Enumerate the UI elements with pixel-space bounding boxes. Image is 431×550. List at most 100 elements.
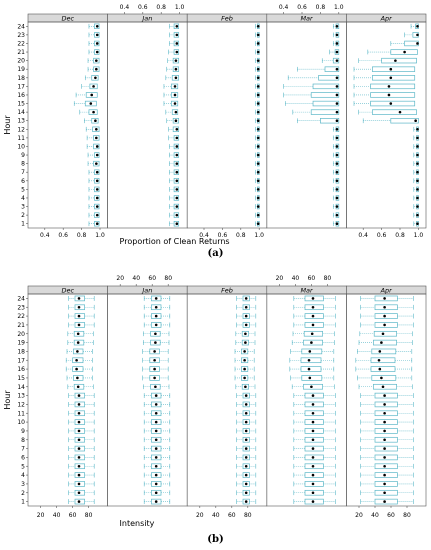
median-dot [76, 341, 80, 344]
box-apr-h21 [374, 322, 398, 328]
box-apr-h22 [374, 313, 398, 319]
median-dot [335, 205, 339, 208]
panel-frame [346, 293, 427, 507]
median-dot [154, 341, 157, 344]
median-dot [378, 367, 382, 371]
median-dot [383, 500, 386, 503]
median-dot [95, 145, 99, 148]
y-tick-label: 2 [21, 212, 25, 219]
x-tick-label: 20 [196, 512, 204, 519]
median-dot [335, 24, 339, 28]
median-dot [95, 213, 99, 217]
median-dot [175, 162, 179, 165]
x-tick-label: 1.0 [334, 4, 344, 11]
median-dot [307, 367, 311, 371]
median-dot [256, 136, 260, 140]
panel-frame [107, 293, 188, 507]
median-dot [256, 102, 260, 105]
median-dot [154, 323, 158, 327]
x-tick-label: 20 [116, 275, 124, 282]
box-apr-h15 [371, 375, 397, 381]
median-dot [310, 385, 313, 389]
median-dot [311, 438, 315, 442]
median-dot [380, 341, 383, 344]
median-dot [175, 179, 179, 183]
x-tick-label: 0.6 [297, 4, 307, 11]
y-tick-label: 24 [17, 23, 25, 30]
x-tick-label: 60 [308, 275, 316, 282]
y-tick-label: 9 [21, 428, 25, 435]
median-dot [416, 145, 419, 148]
median-dot [77, 491, 81, 495]
median-dot [311, 420, 315, 424]
median-dot [256, 67, 260, 71]
median-dot [77, 305, 81, 309]
y-tick-label: 21 [17, 322, 25, 329]
median-dot [256, 179, 260, 183]
median-dot [335, 213, 339, 217]
x-tick-label: 60 [69, 512, 77, 519]
median-dot [244, 332, 247, 336]
box-mar-h19 [303, 339, 323, 346]
median-dot [311, 411, 315, 415]
median-dot [383, 394, 386, 397]
median-dot [244, 305, 248, 309]
box-apr-h20 [373, 330, 397, 337]
x-tick-label: 0.4 [40, 232, 50, 239]
box-apr-h14 [372, 109, 417, 115]
median-dot [77, 394, 81, 397]
y-tick-label: 23 [17, 32, 25, 39]
median-dot [383, 305, 386, 309]
median-dot [244, 482, 248, 486]
median-dot [154, 473, 158, 477]
median-dot [256, 170, 260, 174]
median-dot [244, 438, 248, 442]
strip-label: Jan [140, 287, 152, 295]
median-dot [377, 358, 381, 362]
y-tick-label: 20 [17, 331, 25, 338]
y-tick-label: 14 [17, 384, 25, 391]
panel-frame [186, 21, 268, 229]
y-tick-label: 18 [17, 348, 25, 355]
median-dot [77, 456, 81, 459]
x-axis-title: Intensity [120, 519, 155, 528]
median-dot [383, 403, 386, 406]
box-apr-h1 [374, 498, 398, 505]
y-tick-label: 19 [17, 340, 25, 347]
box-apr-h12 [374, 401, 398, 408]
median-dot [154, 447, 158, 450]
y-tick-label: 11 [17, 410, 25, 417]
x-tick-label: 60 [148, 275, 156, 282]
median-dot [154, 500, 158, 503]
median-dot [335, 153, 339, 157]
y-tick-label: 3 [21, 204, 25, 211]
median-dot [383, 297, 386, 300]
median-dot [243, 350, 246, 353]
median-dot [244, 341, 247, 344]
box-apr-h10 [374, 419, 398, 425]
strip-label: Apr [380, 15, 394, 23]
median-dot [308, 350, 312, 353]
box-mar-h15 [301, 375, 323, 381]
median-dot [244, 500, 248, 503]
median-dot [256, 222, 260, 226]
y-tick-label: 8 [21, 437, 25, 444]
median-dot [256, 162, 260, 165]
median-dot [335, 93, 339, 97]
median-dot [154, 491, 158, 495]
box-apr-h23 [374, 304, 398, 311]
box-apr-h7 [374, 445, 398, 452]
median-dot [383, 323, 386, 327]
box-mar-h14 [310, 109, 340, 115]
median-dot [311, 500, 315, 503]
box-apr-h24 [374, 295, 398, 302]
y-tick-label: 4 [21, 195, 25, 202]
x-tick-label: 0.4 [279, 4, 289, 11]
median-dot [307, 358, 311, 362]
x-tick-label: 0.8 [77, 232, 87, 239]
median-dot [77, 314, 81, 318]
median-dot [94, 119, 97, 123]
median-dot [95, 24, 99, 28]
median-dot [154, 314, 158, 318]
